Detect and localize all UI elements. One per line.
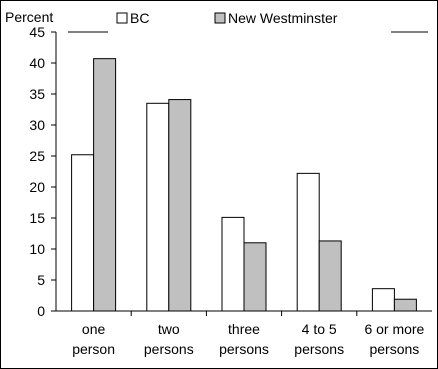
bar-bc-1 xyxy=(146,102,170,312)
bar-bc-3 xyxy=(296,172,320,312)
y-tick-label: 15 xyxy=(29,210,45,226)
y-axis: 0 5 10 15 20 25 30 35 40 45 xyxy=(29,24,57,319)
x-category-label: persons xyxy=(219,341,269,357)
y-axis-label: Percent xyxy=(5,9,53,25)
x-axis: one person two persons three persons 4 to 5 per… xyxy=(56,310,432,357)
x-category-label: persons xyxy=(369,341,419,357)
legend-swatch-bc xyxy=(116,12,128,24)
bar-new-westminster-2 xyxy=(243,242,267,312)
y-tick-label: 40 xyxy=(29,55,45,71)
legend-swatch-new-westminster xyxy=(214,12,226,24)
y-tick-label: 35 xyxy=(29,86,45,102)
bar-bc-2 xyxy=(221,216,245,312)
x-category-label: persons xyxy=(144,341,194,357)
x-category-label: 6 or more xyxy=(364,321,424,337)
legend-label-bc: BC xyxy=(130,10,149,26)
x-category-label: persons xyxy=(294,341,344,357)
y-tick-label: 0 xyxy=(37,303,45,319)
bar-bc-4 xyxy=(371,288,395,312)
legend-label-new-westminster: New Westminster xyxy=(228,10,338,26)
y-tick-label: 10 xyxy=(29,241,45,257)
bars xyxy=(71,58,417,312)
y-tick-label: 5 xyxy=(37,272,45,288)
x-category-label: one xyxy=(82,321,106,337)
bar-new-westminster-1 xyxy=(168,99,192,312)
bar-bc-0 xyxy=(71,154,95,312)
bar-new-westminster-3 xyxy=(318,240,342,312)
y-tick-label: 45 xyxy=(29,24,45,40)
x-category-label: 4 to 5 xyxy=(302,321,337,337)
y-tick-label: 30 xyxy=(29,117,45,133)
x-category-label: three xyxy=(228,321,260,337)
y-tick-label: 20 xyxy=(29,179,45,195)
x-category-label: two xyxy=(158,321,180,337)
x-category-label: person xyxy=(72,341,115,357)
bar-new-westminster-4 xyxy=(393,298,417,312)
legend: BC New Westminster xyxy=(68,10,428,33)
y-tick-label: 25 xyxy=(29,148,45,164)
bar-new-westminster-0 xyxy=(93,58,117,312)
